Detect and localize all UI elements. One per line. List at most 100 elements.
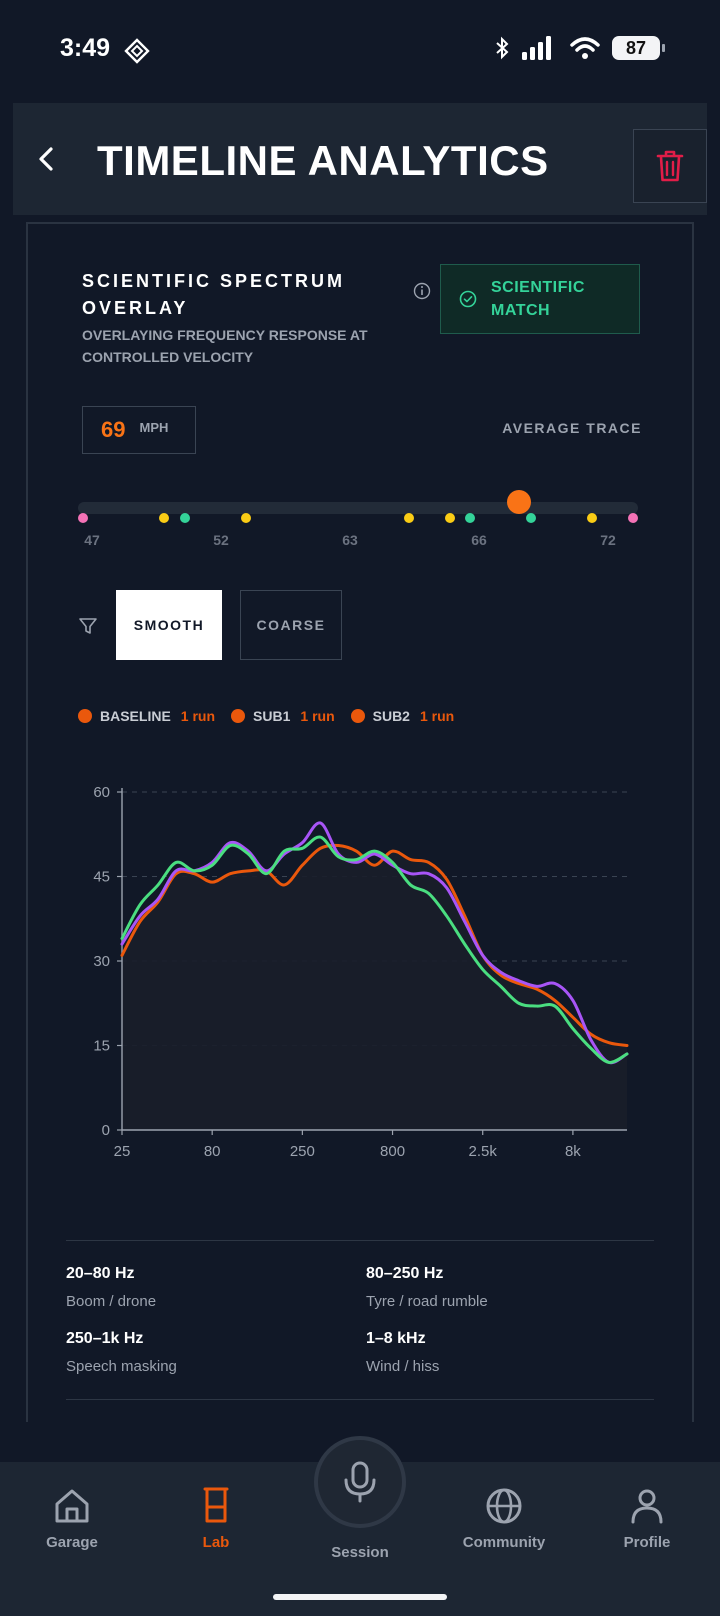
- band-range: 1–8 kHz: [366, 1330, 426, 1347]
- match-label: SCIENTIFIC MATCH: [491, 279, 585, 319]
- card-title: SCIENTIFIC SPECTRUM OVERLAY: [82, 271, 346, 318]
- chart-legend: BASELINE 1 run SUB1 1 run SUB2 1 run: [78, 708, 454, 724]
- band-description: Boom / drone: [66, 1293, 157, 1310]
- battery-level: 87: [625, 37, 647, 58]
- status-time: 3:49: [60, 34, 111, 62]
- y-tick-label: 30: [93, 953, 110, 970]
- band-item: 1–8 kHz Wind / hiss: [366, 1330, 646, 1375]
- x-tick-label: 25: [114, 1143, 131, 1160]
- band-range: 250–1k Hz: [66, 1330, 144, 1347]
- legend-name: BASELINE: [100, 708, 171, 724]
- x-tick-label: 2.5k: [469, 1143, 498, 1160]
- nav-label: Garage: [46, 1534, 98, 1551]
- x-tick-label: 80: [204, 1143, 221, 1160]
- slider-tick: 63: [342, 532, 358, 548]
- series-line: [120, 821, 629, 1065]
- slider-marker: [159, 513, 170, 523]
- band-description: Tyre / road rumble: [366, 1293, 488, 1310]
- slider-marker: [179, 513, 190, 523]
- legend-item: SUB1 1 run: [231, 708, 335, 724]
- home-indicator[interactable]: [273, 1594, 447, 1600]
- speed-unit: MPH: [139, 419, 169, 435]
- band-range: 80–250 Hz: [366, 1265, 444, 1282]
- navigation-status-icon: [124, 38, 150, 64]
- signal-icon: [522, 36, 551, 60]
- x-tick-label: 800: [380, 1143, 405, 1160]
- band-range: 20–80 Hz: [66, 1265, 135, 1282]
- nav-garage[interactable]: Garage: [17, 1486, 127, 1551]
- speed-value: 69: [101, 417, 126, 442]
- slider-marker: [444, 513, 455, 523]
- slider-track[interactable]: [78, 502, 638, 514]
- series-line: [120, 835, 629, 1064]
- back-button[interactable]: [27, 139, 67, 179]
- battery-indicator: 87: [612, 36, 665, 60]
- x-tick-label: 250: [290, 1143, 315, 1160]
- user-icon: [631, 1489, 663, 1524]
- coarse-toggle[interactable]: COARSE: [240, 590, 342, 660]
- delete-button[interactable]: [633, 129, 707, 203]
- filter-icon: [79, 618, 97, 634]
- band-item: 250–1k Hz Speech masking: [66, 1330, 346, 1375]
- slider-tick: 72: [600, 532, 616, 548]
- average-trace-label: AVERAGE TRACE: [502, 420, 642, 436]
- page-title: TIMELINE ANALYTICS: [97, 137, 549, 184]
- app-header: TIMELINE ANALYTICS: [13, 103, 707, 215]
- slider-marker: [78, 513, 88, 523]
- y-tick-label: 60: [93, 784, 110, 801]
- session-record-button[interactable]: [314, 1436, 406, 1528]
- slider-thumb[interactable]: [506, 490, 531, 514]
- band-item: 20–80 Hz Boom / drone: [66, 1265, 346, 1310]
- scientific-match-badge: SCIENTIFIC MATCH: [440, 264, 640, 334]
- nav-label: Profile: [623, 1534, 671, 1551]
- nav-profile[interactable]: Profile: [592, 1486, 702, 1551]
- slider-tick: 47: [84, 532, 100, 548]
- slider-tick: 66: [471, 532, 487, 548]
- slider-marker: [404, 513, 415, 523]
- home-icon: [55, 1489, 89, 1523]
- check-circle-icon: [459, 290, 477, 308]
- legend-item: SUB2 1 run: [350, 708, 455, 724]
- nav-session-label: Session: [331, 1544, 389, 1561]
- y-tick-label: 0: [102, 1122, 110, 1139]
- slider-marker: [526, 513, 537, 523]
- legend-count: 1 run: [180, 708, 216, 724]
- microphone-icon: [344, 1461, 376, 1503]
- frequency-band-legend: 20–80 Hz Boom / drone 80–250 Hz Tyre / r…: [66, 1240, 654, 1400]
- legend-count: 1 run: [419, 708, 455, 724]
- speed-readout: 69 MPH: [82, 406, 196, 454]
- trash-icon: [656, 150, 684, 182]
- band-description: Speech masking: [66, 1358, 177, 1375]
- legend-dot: [350, 709, 365, 723]
- slider-marker: [628, 513, 638, 523]
- wifi-icon: [570, 37, 600, 59]
- nav-lab[interactable]: Lab: [161, 1486, 271, 1551]
- beaker-icon: [203, 1487, 229, 1523]
- speed-slider[interactable]: 47 52 63 66 72: [78, 490, 638, 562]
- x-tick-label: 8k: [565, 1143, 581, 1160]
- slider-marker: [587, 513, 598, 523]
- legend-count: 1 run: [300, 708, 335, 724]
- legend-dot: [231, 709, 246, 723]
- band-item: 80–250 Hz Tyre / road rumble: [366, 1265, 646, 1310]
- status-bar: 3:49 87: [0, 0, 720, 100]
- slider-tick: 52: [213, 532, 229, 548]
- band-description: Wind / hiss: [366, 1358, 440, 1375]
- card-subtitle: OVERLAYING FREQUENCY RESPONSE AT CONTROL…: [82, 327, 368, 365]
- y-tick-label: 15: [93, 1038, 110, 1055]
- smooth-toggle[interactable]: SMOOTH: [116, 590, 222, 660]
- bottom-navigation: Garage Lab Session Community Profile: [0, 1436, 720, 1616]
- legend-name: SUB1: [253, 708, 291, 724]
- nav-community[interactable]: Community: [449, 1486, 559, 1551]
- info-icon[interactable]: [413, 282, 431, 300]
- chevron-left-icon: [39, 147, 53, 171]
- spectrum-chart: 0 15 30 45 60 25 80 250 800 2.5k 8k: [93, 784, 629, 1160]
- legend-item: BASELINE 1 run: [78, 708, 215, 724]
- nav-label: Lab: [202, 1534, 230, 1551]
- legend-name: SUB2: [372, 708, 410, 724]
- series-line: [120, 843, 629, 1047]
- globe-icon: [486, 1488, 522, 1524]
- slider-marker: [240, 513, 251, 523]
- nav-label: Community: [462, 1534, 546, 1551]
- legend-dot: [78, 709, 92, 723]
